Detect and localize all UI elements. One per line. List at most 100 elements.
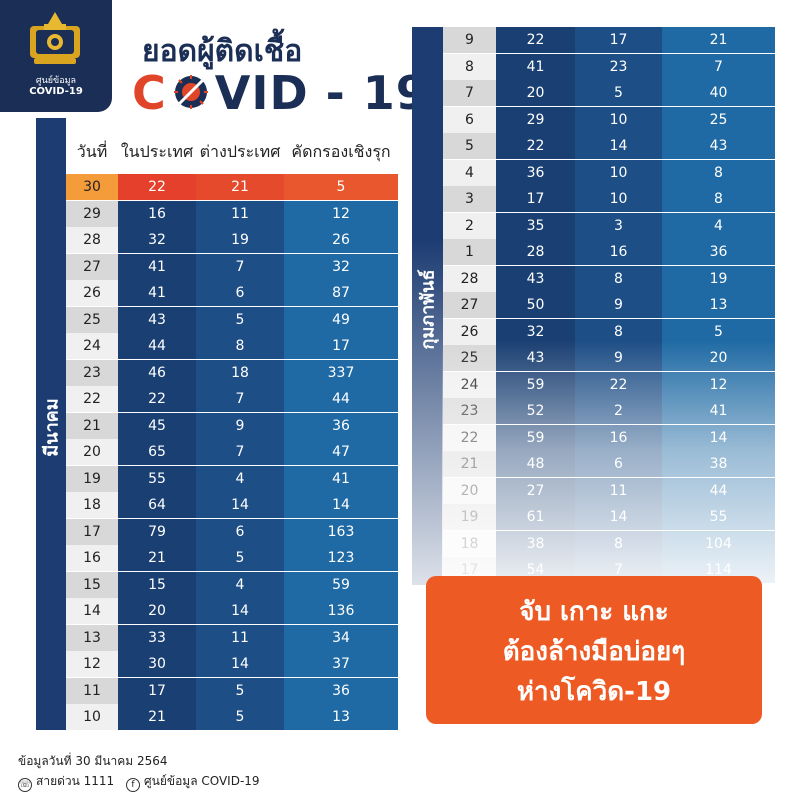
proactive-cases-cell: 44	[284, 386, 398, 412]
day-cell: 5	[443, 133, 496, 159]
proactive-cases-cell: 7	[662, 53, 775, 80]
proactive-cases-cell: 26	[284, 227, 398, 253]
proactive-cases-cell: 136	[284, 598, 398, 624]
table-row: 1 28 16 36	[443, 239, 775, 265]
proactive-cases-cell: 20	[662, 345, 775, 371]
proactive-cases-cell: 5	[662, 318, 775, 345]
facebook-icon: f	[126, 778, 141, 792]
table-row: 2 35 3 4	[443, 212, 775, 239]
table-row: 24 59 22 12	[443, 371, 775, 398]
imported-cases-cell: 6	[196, 518, 284, 545]
local-cases-cell: 50	[496, 292, 575, 318]
table-row: 27 50 9 13	[443, 292, 775, 318]
local-cases-cell: 21	[118, 545, 196, 571]
imported-cases-cell: 22	[575, 371, 662, 398]
table-row: 18 38 8 104	[443, 530, 775, 557]
table-row: 17 79 6 163	[66, 518, 398, 545]
table-row: 9 22 17 21	[443, 27, 775, 53]
local-cases-cell: 38	[496, 530, 575, 557]
footer-date: ข้อมูลวันที่ 30 มีนาคม 2564	[18, 754, 168, 768]
proactive-cases-cell: 41	[284, 465, 398, 492]
day-cell: 26	[66, 280, 118, 306]
local-cases-cell: 20	[118, 598, 196, 624]
imported-cases-cell: 16	[575, 239, 662, 265]
proactive-cases-cell: 36	[662, 239, 775, 265]
day-cell: 4	[443, 159, 496, 186]
table-row: 15 15 4 59	[66, 571, 398, 598]
footer-facebook: ศูนย์ข้อมูล COVID-19	[144, 774, 260, 788]
table-row: 26 32 8 5	[443, 318, 775, 345]
royal-emblem-icon	[30, 12, 80, 64]
imported-cases-cell: 8	[196, 333, 284, 359]
table-row: 7 20 5 40	[443, 80, 775, 106]
proactive-cases-cell: 14	[284, 492, 398, 518]
day-cell: 10	[66, 704, 118, 730]
table-row: 22 59 16 14	[443, 424, 775, 451]
table-row: 25 43 5 49	[66, 306, 398, 333]
table-row: 19 55 4 41	[66, 465, 398, 492]
day-cell: 9	[443, 27, 496, 53]
local-cases-cell: 36	[496, 159, 575, 186]
imported-cases-cell: 7	[196, 253, 284, 280]
imported-cases-cell: 23	[575, 53, 662, 80]
table-row: 3 17 10 8	[443, 186, 775, 212]
day-cell: 7	[443, 80, 496, 106]
month-label-march: มีนาคม	[36, 118, 66, 730]
local-cases-cell: 30	[118, 651, 196, 677]
local-cases-cell: 59	[496, 424, 575, 451]
day-cell: 19	[66, 465, 118, 492]
day-cell: 27	[66, 253, 118, 280]
imported-cases-cell: 21	[196, 174, 284, 200]
imported-cases-cell: 7	[196, 386, 284, 412]
proactive-cases-cell: 32	[284, 253, 398, 280]
day-cell: 18	[443, 530, 496, 557]
local-cases-cell: 32	[496, 318, 575, 345]
proactive-cases-cell: 43	[662, 133, 775, 159]
day-cell: 25	[443, 345, 496, 371]
day-cell: 29	[66, 200, 118, 227]
imported-cases-cell: 4	[196, 465, 284, 492]
local-cases-cell: 17	[496, 186, 575, 212]
phone-icon: ☏	[18, 778, 32, 792]
local-cases-cell: 32	[118, 227, 196, 253]
local-cases-cell: 22	[118, 174, 196, 200]
day-cell: 8	[443, 53, 496, 80]
table-row: 8 41 23 7	[443, 53, 775, 80]
logo-box: ศูนย์ข้อมูล COVID-19	[0, 0, 112, 112]
day-cell: 19	[443, 504, 496, 530]
local-cases-cell: 41	[118, 280, 196, 306]
local-cases-cell: 59	[496, 371, 575, 398]
proactive-cases-cell: 12	[284, 200, 398, 227]
imported-cases-cell: 9	[575, 292, 662, 318]
local-cases-cell: 33	[118, 624, 196, 651]
imported-cases-cell: 9	[575, 345, 662, 371]
day-cell: 28	[66, 227, 118, 253]
local-cases-cell: 43	[496, 345, 575, 371]
table-row: 4 36 10 8	[443, 159, 775, 186]
imported-cases-cell: 8	[575, 318, 662, 345]
proactive-cases-cell: 163	[284, 518, 398, 545]
proactive-cases-cell: 5	[284, 174, 398, 200]
local-cases-cell: 46	[118, 359, 196, 386]
local-cases-cell: 44	[118, 333, 196, 359]
local-cases-cell: 43	[496, 265, 575, 292]
proactive-cases-cell: 36	[284, 677, 398, 704]
day-cell: 27	[443, 292, 496, 318]
table-row: 21 48 6 38	[443, 451, 775, 477]
day-cell: 22	[443, 424, 496, 451]
local-cases-cell: 22	[496, 133, 575, 159]
table-row: 27 41 7 32	[66, 253, 398, 280]
local-cases-cell: 35	[496, 212, 575, 239]
proactive-cases-cell: 4	[662, 212, 775, 239]
day-cell: 20	[66, 439, 118, 465]
proactive-cases-cell: 8	[662, 159, 775, 186]
slogan-line3: ห่างโควิด-19	[516, 677, 672, 707]
proactive-cases-cell: 87	[284, 280, 398, 306]
month-label-february: กุมภาพันธ์	[412, 239, 443, 585]
table-row: 20 27 11 44	[443, 477, 775, 504]
day-cell: 23	[66, 359, 118, 386]
local-cases-cell: 20	[496, 80, 575, 106]
day-cell: 21	[443, 451, 496, 477]
title-letter-c: C	[132, 66, 167, 120]
local-cases-cell: 41	[496, 53, 575, 80]
